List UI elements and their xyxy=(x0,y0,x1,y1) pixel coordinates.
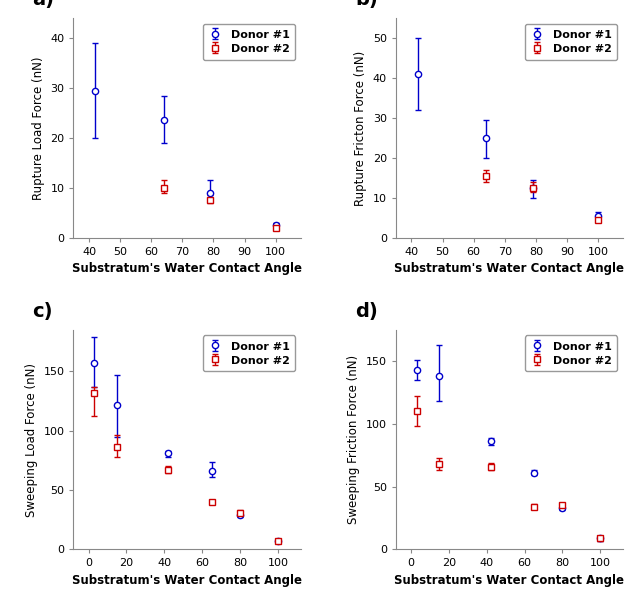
X-axis label: Substratum's Water Contact Angle: Substratum's Water Contact Angle xyxy=(394,262,624,275)
Y-axis label: Sweeping Friction Force (nN): Sweeping Friction Force (nN) xyxy=(348,355,360,524)
Y-axis label: Rupture Fricton Force (nN): Rupture Fricton Force (nN) xyxy=(354,50,367,206)
Text: b): b) xyxy=(355,0,378,10)
Legend: Donor #1, Donor #2: Donor #1, Donor #2 xyxy=(525,336,617,371)
Y-axis label: Rupture Load Force (nN): Rupture Load Force (nN) xyxy=(32,56,45,200)
X-axis label: Substratum's Water Contact Angle: Substratum's Water Contact Angle xyxy=(72,574,302,587)
Text: a): a) xyxy=(33,0,54,10)
Legend: Donor #1, Donor #2: Donor #1, Donor #2 xyxy=(203,24,295,59)
Y-axis label: Sweeping Load Force (nN): Sweeping Load Force (nN) xyxy=(25,362,38,517)
X-axis label: Substratum's Water Contact Angle: Substratum's Water Contact Angle xyxy=(394,574,624,587)
Text: c): c) xyxy=(33,302,53,321)
X-axis label: Substratum's Water Contact Angle: Substratum's Water Contact Angle xyxy=(72,262,302,275)
Legend: Donor #1, Donor #2: Donor #1, Donor #2 xyxy=(525,24,617,59)
Legend: Donor #1, Donor #2: Donor #1, Donor #2 xyxy=(203,336,295,371)
Text: d): d) xyxy=(355,302,378,321)
